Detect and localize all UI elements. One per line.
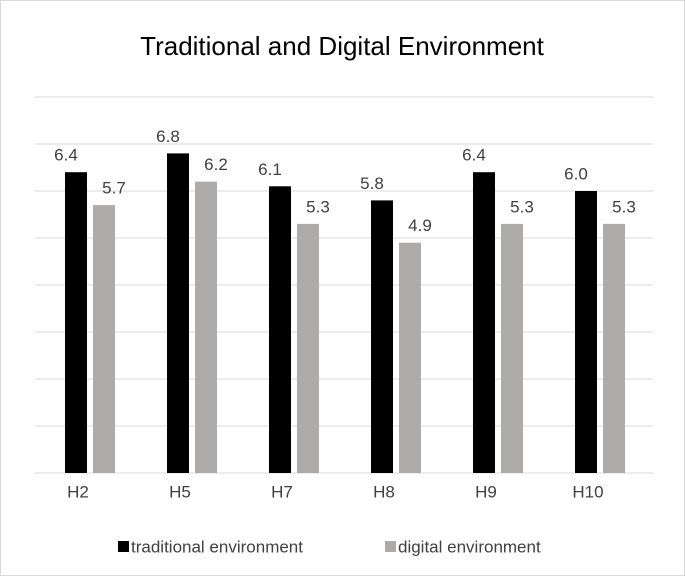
bar <box>473 172 495 473</box>
bar <box>195 181 217 473</box>
value-label: 6.1 <box>258 160 282 179</box>
bar <box>297 223 319 473</box>
value-label: 4.9 <box>408 216 432 235</box>
value-label: 5.8 <box>360 174 384 193</box>
legend-label: traditional environment <box>131 537 303 556</box>
bar <box>167 153 189 473</box>
bar <box>93 205 115 473</box>
x-tick-label: H10 <box>572 482 603 501</box>
bar <box>65 172 87 473</box>
bar <box>575 191 597 473</box>
value-label: 5.3 <box>306 197 330 216</box>
bar <box>371 200 393 473</box>
value-label: 6.4 <box>462 146 486 165</box>
bar <box>399 242 421 473</box>
bar <box>603 223 625 473</box>
value-label: 6.2 <box>204 155 228 174</box>
value-label: 6.8 <box>156 127 180 146</box>
bar <box>501 223 523 473</box>
value-label: 5.3 <box>510 197 534 216</box>
x-tick-label: H7 <box>271 482 293 501</box>
legend-swatch <box>385 541 396 552</box>
value-label: 6.0 <box>564 164 588 183</box>
chart-title: Traditional and Digital Environment <box>140 31 544 61</box>
x-tick-label: H8 <box>373 482 395 501</box>
x-tick-label: H9 <box>475 482 497 501</box>
x-tick-label: H2 <box>67 482 89 501</box>
legend-swatch <box>118 541 129 552</box>
legend-label: digital environment <box>398 537 541 556</box>
value-label: 6.4 <box>54 146 78 165</box>
value-label: 5.7 <box>102 179 126 198</box>
bar <box>269 186 291 474</box>
x-tick-label: H5 <box>169 482 191 501</box>
value-label: 5.3 <box>612 197 636 216</box>
